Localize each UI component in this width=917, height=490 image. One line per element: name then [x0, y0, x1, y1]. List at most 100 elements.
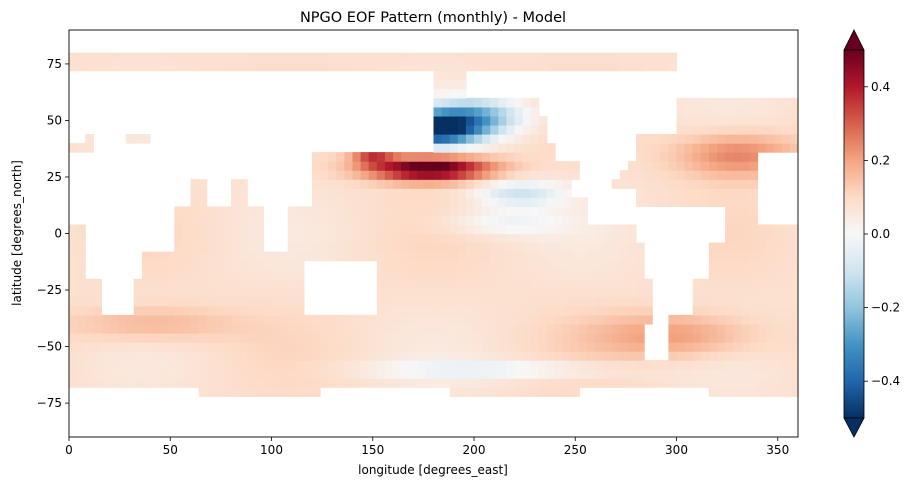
heatmap-cell: [611, 224, 621, 235]
heatmap-cell: [571, 224, 580, 235]
heatmap-cell: [263, 351, 273, 361]
heatmap-cell: [482, 206, 491, 217]
heatmap-cell: [174, 215, 183, 226]
heatmap-cell: [69, 296, 78, 307]
heatmap-cell: [247, 332, 256, 343]
heatmap-cell: [595, 342, 605, 352]
heatmap-cell: [222, 269, 232, 280]
heatmap-cell: [546, 206, 556, 217]
heatmap-cell: [425, 179, 435, 189]
heatmap-cell: [255, 260, 264, 271]
heatmap-cell: [571, 269, 580, 280]
heatmap-cell: [692, 143, 702, 153]
heatmap-cell: [538, 296, 548, 307]
heatmap-cell: [93, 61, 102, 72]
heatmap-cell: [652, 360, 661, 370]
heatmap-cell: [684, 332, 694, 343]
heatmap-cell: [457, 224, 467, 235]
heatmap-cell: [214, 378, 224, 388]
heatmap-cell: [514, 314, 524, 325]
heatmap-cell: [555, 170, 564, 180]
heatmap-cell: [150, 351, 159, 361]
heatmap-cell: [474, 378, 483, 388]
heatmap-cell: [384, 197, 394, 207]
heatmap-cell: [708, 323, 718, 334]
heatmap-cell: [441, 332, 451, 343]
heatmap-cell: [222, 369, 232, 379]
heatmap-cell: [295, 296, 305, 307]
heatmap-cell: [474, 224, 483, 235]
heatmap-cell: [303, 233, 313, 244]
heatmap-cell: [725, 215, 734, 226]
heatmap-cell: [555, 260, 564, 271]
heatmap-cell: [579, 242, 588, 253]
heatmap-cell: [214, 287, 224, 298]
heatmap-cell: [279, 323, 289, 334]
heatmap-cell: [368, 170, 378, 180]
heatmap-cell: [498, 134, 507, 144]
heatmap-cell: [303, 215, 313, 226]
heatmap-cell: [668, 52, 678, 63]
heatmap-cell: [457, 134, 467, 144]
heatmap-cell: [328, 215, 337, 226]
heatmap-cell: [733, 206, 742, 217]
heatmap-cell: [741, 97, 750, 108]
heatmap-cell: [239, 287, 248, 298]
heatmap-cell: [441, 206, 451, 217]
heatmap-cell: [563, 233, 572, 244]
heatmap-cell: [490, 305, 499, 316]
heatmap-cell: [457, 269, 467, 280]
heatmap-cell: [457, 115, 467, 126]
heatmap-cell: [538, 351, 548, 361]
heatmap-cell: [538, 342, 548, 352]
heatmap-cell: [603, 332, 613, 343]
heatmap-cell: [295, 206, 305, 217]
heatmap-cell: [555, 360, 564, 370]
heatmap-cell: [692, 124, 702, 135]
heatmap-cell: [708, 314, 718, 325]
heatmap-cell: [465, 242, 475, 253]
heatmap-cell: [644, 296, 653, 307]
heatmap-cell: [287, 233, 297, 244]
heatmap-cell: [725, 179, 734, 189]
heatmap-cell: [611, 314, 621, 325]
heatmap-cell: [490, 52, 499, 63]
heatmap-cell: [190, 360, 200, 370]
heatmap-cell: [182, 61, 192, 72]
heatmap-cell: [773, 296, 783, 307]
heatmap-cell: [409, 296, 418, 307]
heatmap-cell: [522, 242, 532, 253]
heatmap-cell: [384, 52, 394, 63]
heatmap-cell: [717, 369, 726, 379]
heatmap-cell: [522, 143, 532, 153]
heatmap-cell: [303, 323, 313, 334]
heatmap-cell: [263, 378, 273, 388]
heatmap-cell: [749, 360, 759, 370]
heatmap-cell: [741, 378, 750, 388]
heatmap-cell: [725, 152, 734, 162]
heatmap-cell: [320, 242, 329, 253]
heatmap-cell: [263, 52, 273, 63]
heatmap-cell: [255, 369, 264, 379]
heatmap-cell: [441, 278, 451, 289]
heatmap-cell: [247, 206, 256, 217]
heatmap-cell: [611, 260, 621, 271]
heatmap-cell: [530, 115, 540, 126]
heatmap-cell: [320, 251, 329, 262]
heatmap-cell: [465, 342, 475, 352]
heatmap-cell: [449, 314, 459, 325]
heatmap-cell: [158, 269, 167, 280]
heatmap-cell: [360, 224, 370, 235]
heatmap-cell: [198, 251, 208, 262]
heatmap-cell: [741, 224, 750, 235]
heatmap-cell: [708, 143, 718, 153]
heatmap-cell: [393, 242, 402, 253]
heatmap-cell: [514, 124, 524, 135]
heatmap-cell: [303, 61, 313, 72]
heatmap-cell: [425, 188, 435, 198]
heatmap-cell: [749, 260, 759, 271]
heatmap-cell: [93, 351, 102, 361]
heatmap-cell: [295, 314, 305, 325]
heatmap-cell: [231, 224, 240, 235]
heatmap-cell: [717, 287, 726, 298]
